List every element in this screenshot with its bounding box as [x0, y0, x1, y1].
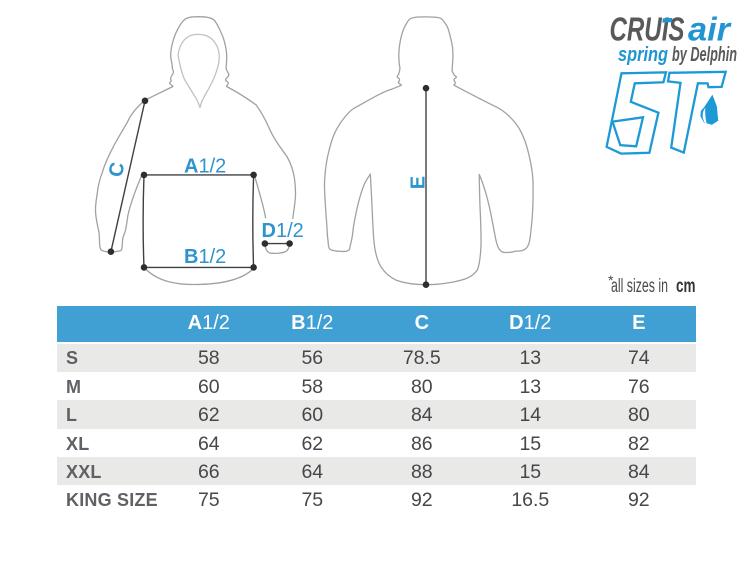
- svg-text:B1/2: B1/2: [184, 246, 226, 268]
- svg-text:all sizes in: all sizes in: [611, 276, 668, 297]
- svg-text:A1/2: A1/2: [184, 156, 226, 178]
- svg-text:by Delphin: by Delphin: [672, 44, 737, 66]
- svg-text:D1/2: D1/2: [262, 220, 304, 242]
- svg-text:E: E: [407, 176, 429, 189]
- svg-text:C: C: [105, 160, 130, 179]
- svg-text:*: *: [608, 272, 614, 288]
- svg-text:air: air: [688, 10, 732, 47]
- svg-text:cm: cm: [676, 276, 696, 297]
- svg-text:spring: spring: [618, 44, 668, 66]
- svg-text:CRUIS: CRUIS: [610, 10, 685, 47]
